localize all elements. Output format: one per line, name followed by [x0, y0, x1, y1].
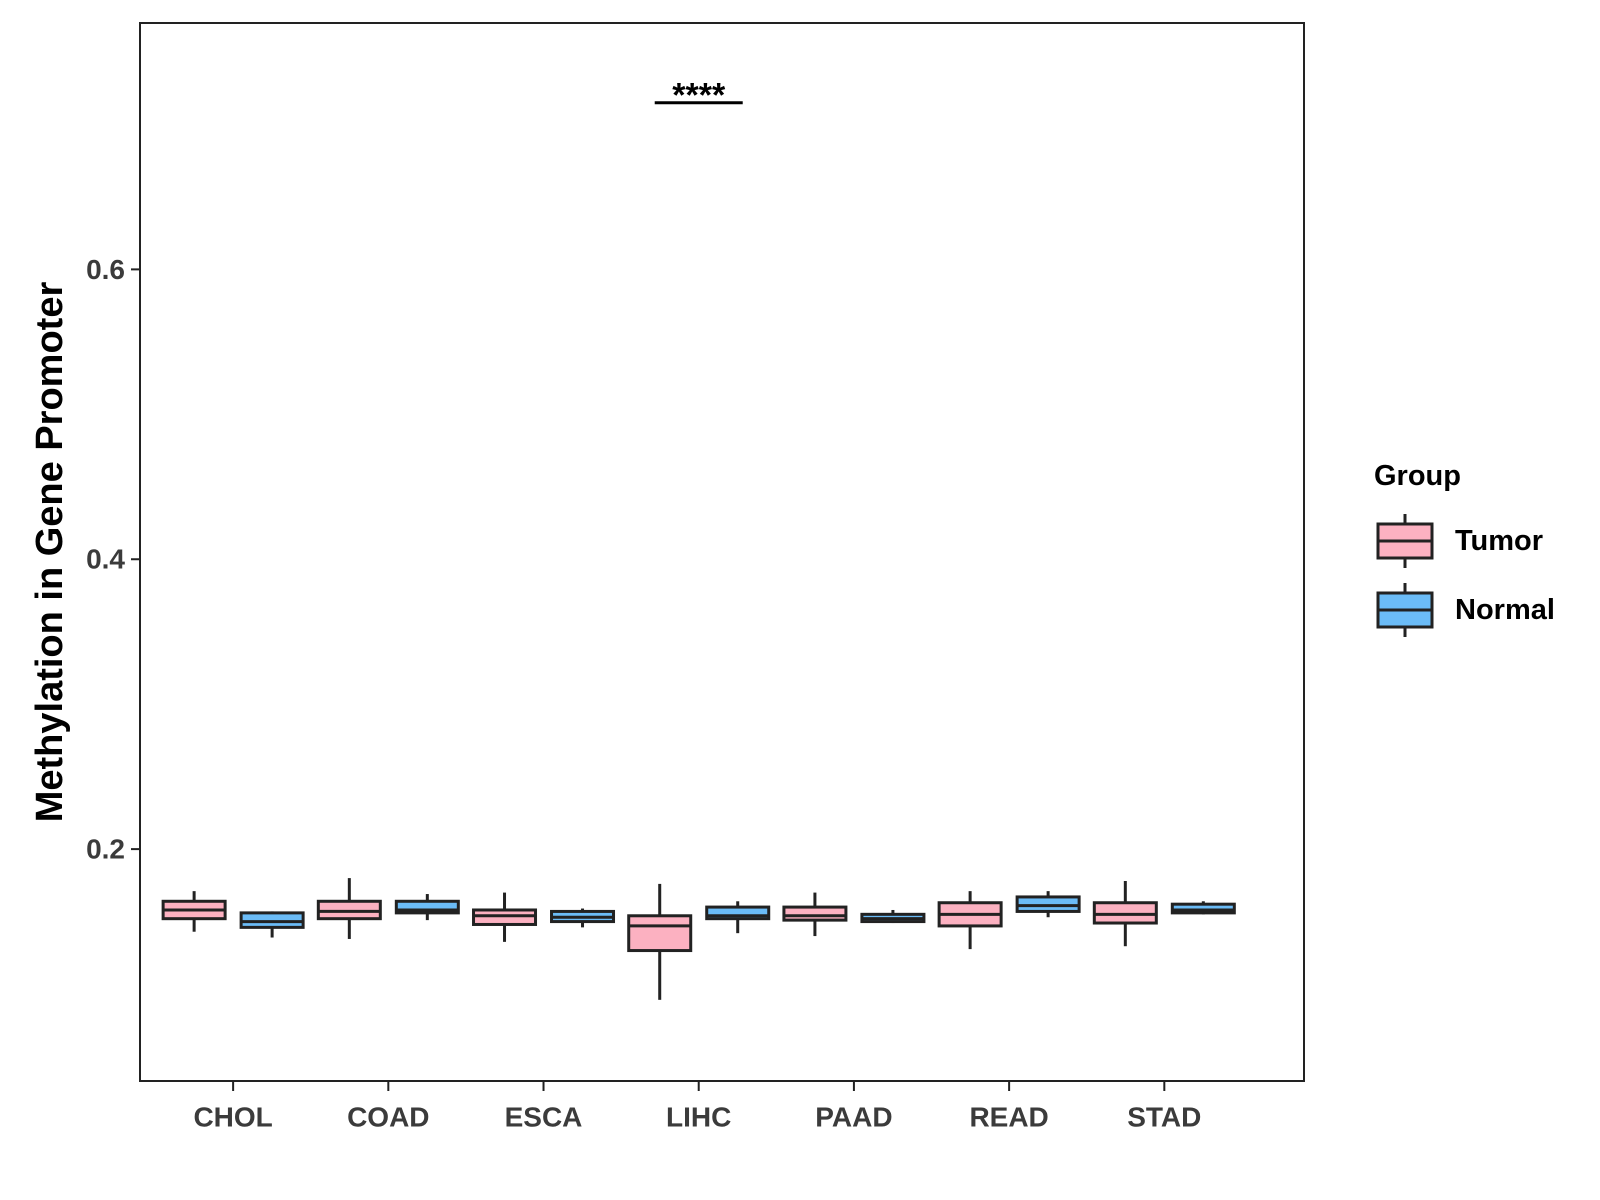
box-normal-read — [1015, 891, 1081, 918]
box-tumor-esca — [472, 892, 538, 942]
box-body — [627, 914, 693, 953]
box-normal-stad — [1170, 901, 1236, 915]
legend-item-tumor: Tumor — [1376, 514, 1543, 568]
y-tick-label: 0.6 — [86, 254, 125, 285]
box-tumor-coad — [316, 878, 382, 939]
x-tick-label: READ — [969, 1102, 1048, 1133]
box-tumor-read — [937, 891, 1003, 950]
annotations: **** — [654, 77, 743, 115]
legend-item-normal: Normal — [1376, 583, 1555, 637]
box-normal-coad — [394, 894, 460, 921]
legend-label: Normal — [1455, 594, 1555, 626]
x-tick-label: LIHC — [666, 1102, 731, 1133]
box-tumor-stad — [1092, 880, 1158, 947]
x-tick-label: PAAD — [815, 1102, 892, 1133]
y-tick-label: 0.4 — [86, 544, 125, 575]
y-tick-label: 0.2 — [86, 834, 125, 865]
y-axis: 0.2 0.4 0.6 — [86, 254, 140, 865]
box-tumor-paad — [782, 892, 848, 937]
box-body — [782, 905, 848, 922]
box-normal-esca — [550, 908, 616, 928]
legend: Group Tumor Normal — [1374, 460, 1555, 637]
box-tumor-lihc — [627, 883, 693, 1000]
box-tumor-chol — [161, 891, 227, 932]
x-tick-label: ESCA — [505, 1102, 583, 1133]
x-tick-label: CHOL — [193, 1102, 272, 1133]
box-normal-chol — [239, 911, 305, 938]
significance-label: **** — [672, 77, 726, 115]
x-axis: CHOL COAD ESCA LIHC PAAD READ STAD — [193, 1081, 1201, 1133]
x-tick-label: COAD — [347, 1102, 429, 1133]
box-body — [705, 905, 771, 921]
box-body — [394, 899, 460, 915]
y-axis-title: Methylation in Gene Promoter — [29, 282, 71, 823]
legend-label: Tumor — [1455, 525, 1543, 557]
box-normal-paad — [860, 909, 926, 924]
box-normal-lihc — [705, 901, 771, 934]
legend-title: Group — [1374, 460, 1461, 492]
boxes — [161, 878, 1236, 1000]
x-tick-label: STAD — [1127, 1102, 1201, 1133]
